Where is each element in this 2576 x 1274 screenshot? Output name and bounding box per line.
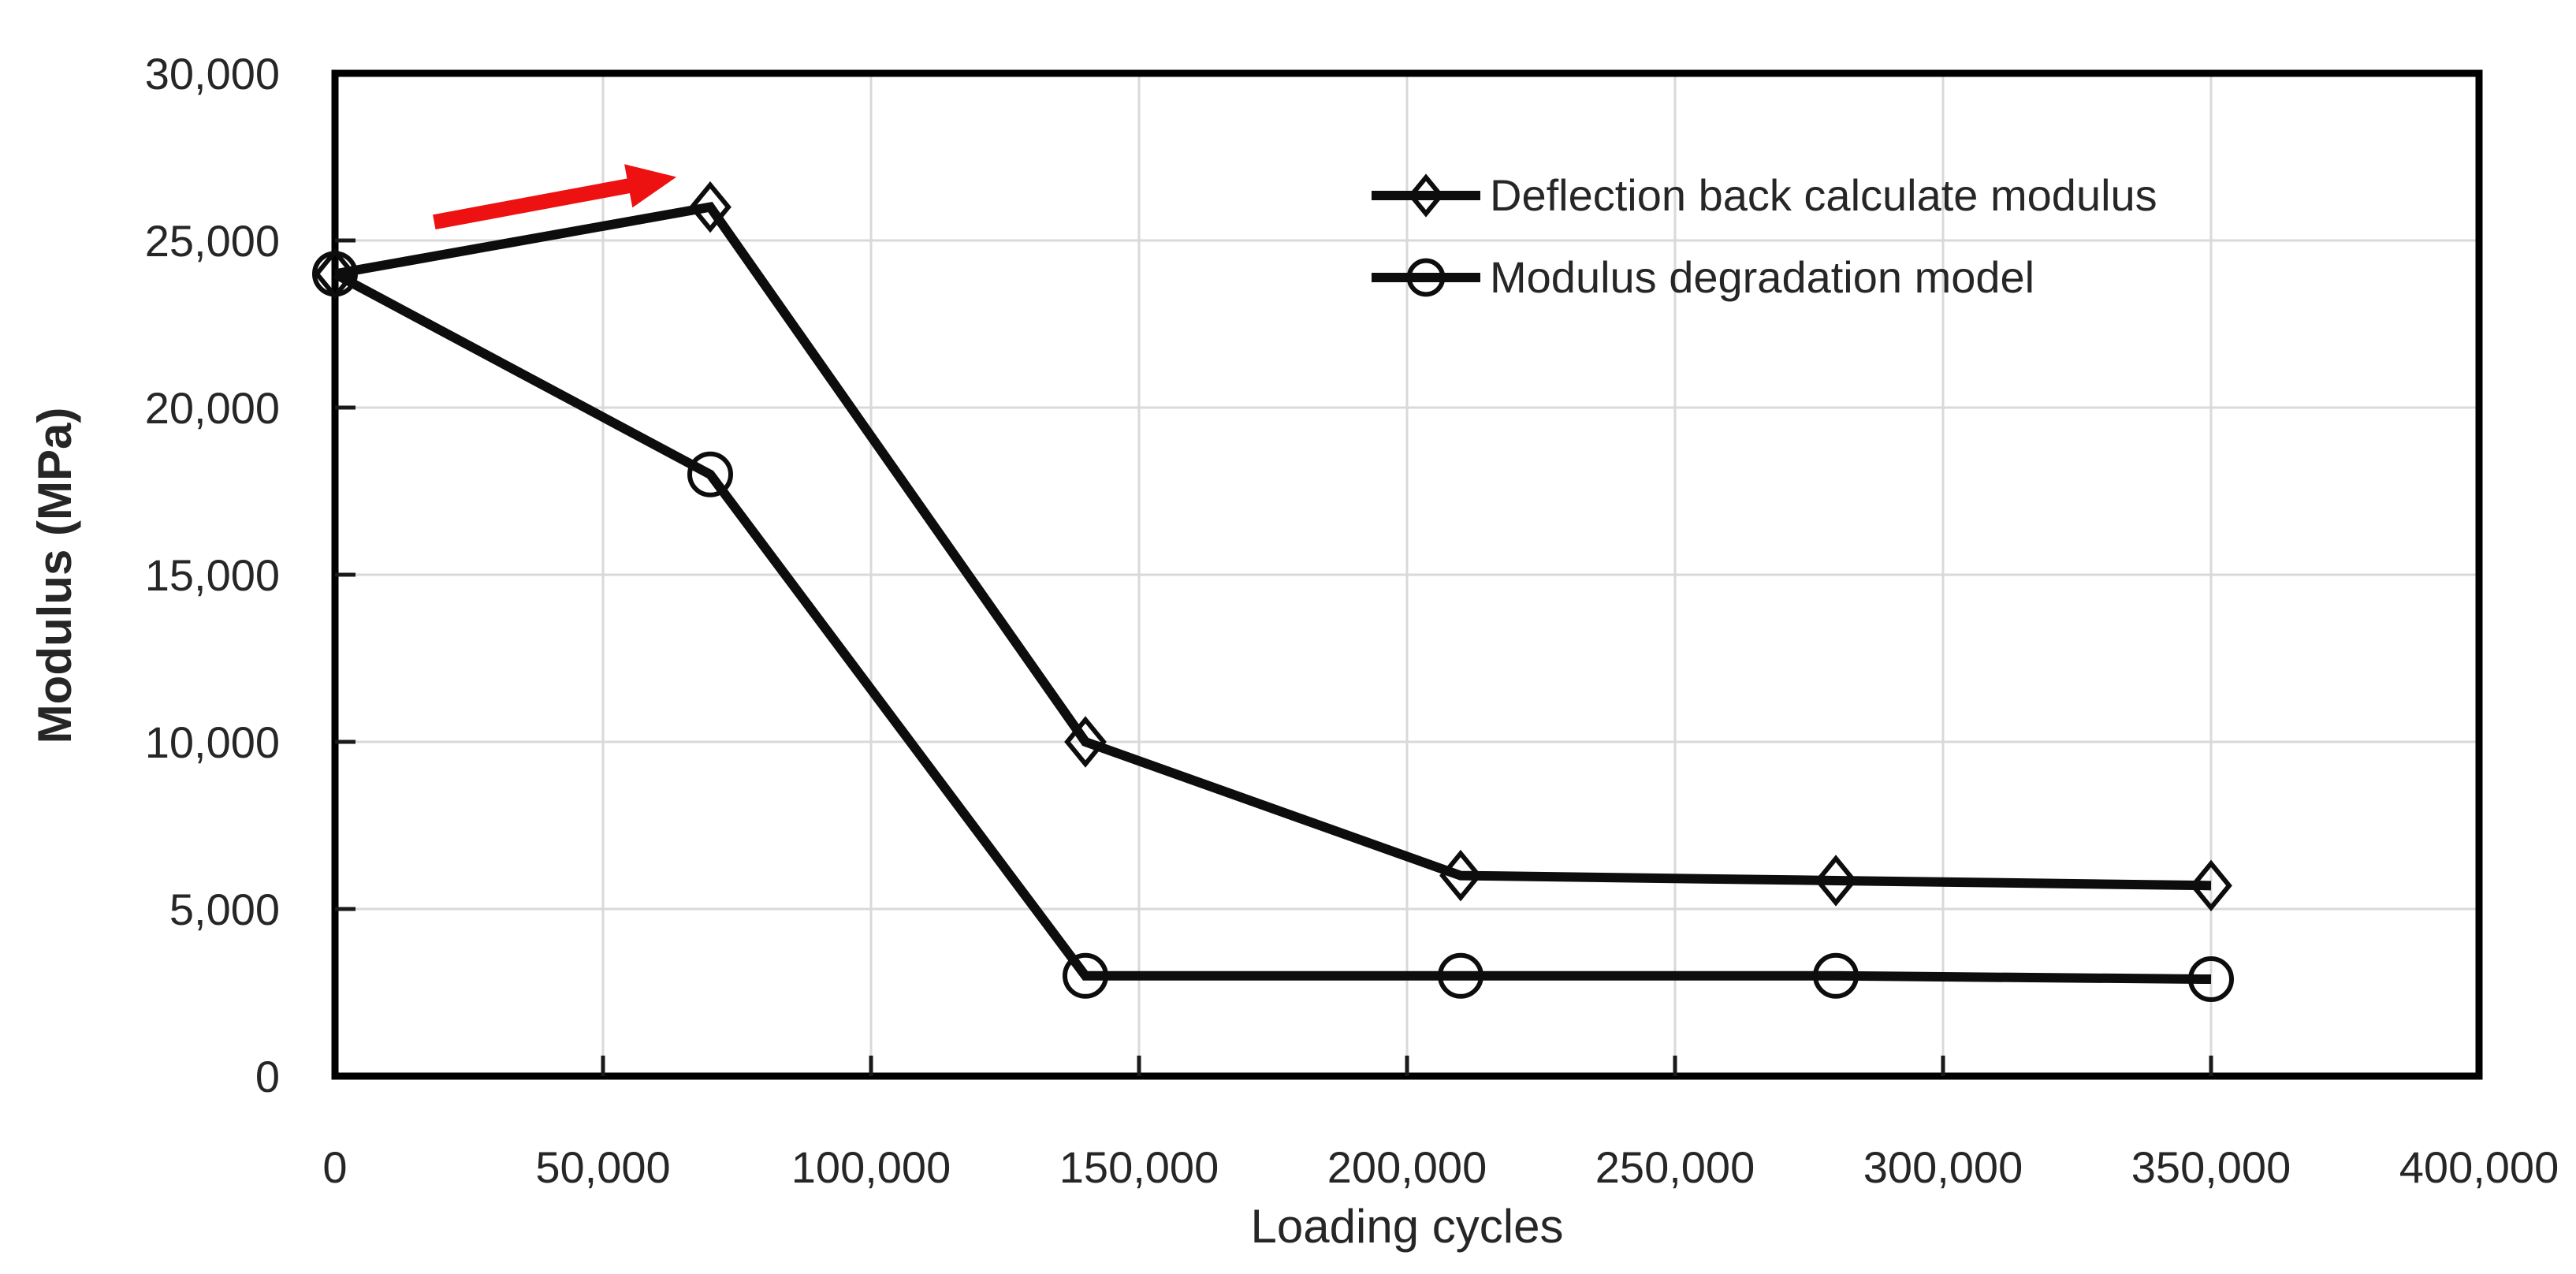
y-tick-label: 15,000: [145, 550, 280, 600]
x-tick-label: 100,000: [791, 1142, 951, 1192]
y-tick-label: 25,000: [145, 216, 280, 266]
diamond-marker-icon: [2190, 859, 2232, 912]
x-tick-label: 300,000: [1863, 1142, 2023, 1192]
y-axis-title: Modulus (MPa): [28, 408, 81, 744]
diamond-marker-icon: [1439, 849, 1482, 902]
x-tick-label: 200,000: [1327, 1142, 1487, 1192]
gridlines: [335, 73, 2479, 1076]
y-tick-label: 10,000: [145, 717, 280, 767]
diamond-marker-icon: [689, 181, 731, 233]
series-deflection-backcalc: [314, 181, 2232, 912]
arrow-shaft: [433, 177, 633, 230]
legend-label: Deflection back calculate modulus: [1490, 170, 2157, 220]
circle-marker-icon: [312, 251, 358, 297]
x-tick-label: 400,000: [2399, 1142, 2559, 1192]
circle-marker-icon: [1063, 952, 1108, 999]
y-tick-label: 5,000: [169, 885, 280, 934]
axis-ticks: [335, 238, 2213, 1076]
diamond-marker-icon: [1064, 716, 1107, 768]
legend: Deflection back calculate modulus Modulus…: [1372, 170, 2157, 302]
series-line: [333, 270, 2212, 985]
x-tick-label: 350,000: [2131, 1142, 2291, 1192]
x-tick-labels: 0 50,000 100,000 150,000 200,000 250,000 300,0…: [322, 1142, 2559, 1192]
y-tick-label: 20,000: [145, 383, 280, 433]
y-tick-label: 0: [255, 1052, 280, 1101]
circle-marker-icon: [1406, 258, 1446, 297]
series-degradation-model: [312, 251, 2234, 1003]
x-tick-label: 50,000: [535, 1142, 670, 1192]
y-tick-label: 30,000: [145, 49, 280, 99]
circle-marker-icon: [2188, 956, 2234, 1003]
legend-label: Modulus degradation model: [1490, 252, 2034, 302]
x-tick-label: 150,000: [1059, 1142, 1219, 1192]
circle-marker-icon: [1438, 952, 1483, 999]
diamond-marker-icon: [1408, 173, 1444, 218]
x-axis-title: Loading cycles: [1251, 1200, 1564, 1253]
diamond-marker-icon: [1815, 855, 1857, 907]
circle-marker-icon: [687, 451, 733, 497]
x-tick-label: 0: [322, 1142, 347, 1192]
arrow-head-icon: [624, 164, 677, 208]
series-line: [333, 202, 2212, 891]
y-tick-labels: 0 5,000 10,000 15,000 20,000 25,000 30,000: [145, 49, 280, 1101]
legend-item-0: Deflection back calculate modulus: [1372, 170, 2157, 220]
red-arrow-annotation: [433, 164, 677, 230]
circle-marker-icon: [1813, 952, 1859, 999]
legend-item-1: Modulus degradation model: [1372, 252, 2034, 302]
x-tick-label: 250,000: [1595, 1142, 1755, 1192]
